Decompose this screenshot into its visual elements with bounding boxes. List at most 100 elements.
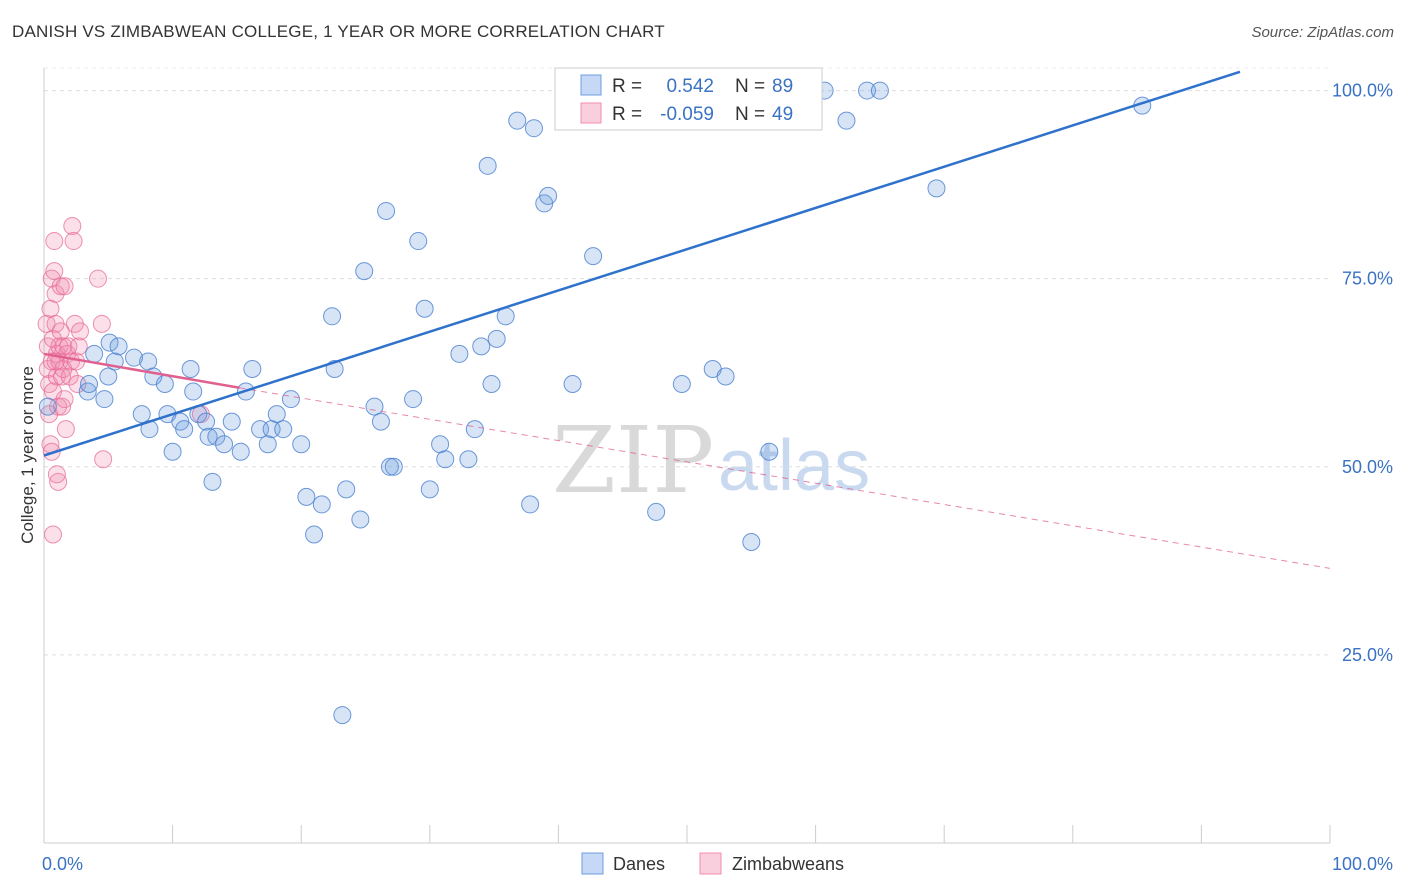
legend-r-label-danes: R = — [612, 76, 642, 97]
danes-point-41 — [323, 307, 342, 326]
zimbabweans-point-41 — [44, 525, 63, 544]
zimbabweans-point-19 — [50, 337, 69, 356]
zimbabweans-point-32 — [60, 367, 79, 386]
danes-point-40 — [312, 495, 331, 514]
danes-point-56 — [431, 435, 450, 454]
zimbabweans-point-44 — [89, 269, 108, 288]
danes-point-63 — [482, 375, 501, 394]
danes-point-57 — [436, 450, 455, 469]
danes-point-30 — [243, 359, 262, 378]
danes-point-54 — [415, 299, 434, 318]
danes-point-38 — [297, 487, 316, 506]
legend-n-label-danes: N = — [735, 76, 765, 97]
danes-point-61 — [472, 337, 491, 356]
bottom-legend-zimbabweans: Zimbabweans — [732, 854, 844, 874]
legend-swatch-zimbabweans — [580, 102, 602, 124]
zimbabweans-point-18 — [49, 472, 68, 491]
y-tick-label-1: 50.0% — [1342, 457, 1393, 477]
zimbabweans-point-39 — [69, 337, 88, 356]
danes-point-32 — [258, 435, 277, 454]
zimbabweans-point-12 — [45, 262, 64, 281]
danes-point-48 — [371, 412, 390, 431]
zimbabweans-point-28 — [55, 390, 74, 409]
danes-point-49 — [377, 201, 396, 220]
danes-point-52 — [404, 390, 423, 409]
danes-point-12 — [139, 352, 158, 371]
danes-point-59 — [459, 450, 478, 469]
danes-point-78 — [716, 367, 735, 386]
danes-point-71 — [563, 375, 582, 394]
legend-n-danes: 89 — [772, 76, 793, 97]
y-tick-label-2: 75.0% — [1342, 269, 1393, 289]
zimbabweans-point-45 — [92, 314, 111, 333]
x-tick-label-1: 100.0% — [1332, 854, 1393, 874]
danes-point-53 — [409, 232, 428, 251]
y-tick-label-3: 100.0% — [1332, 81, 1393, 101]
danes-point-39 — [305, 525, 324, 544]
danes-point-50 — [380, 457, 399, 476]
danes-point-9 — [125, 348, 144, 367]
danes-point-5 — [100, 333, 119, 352]
danes-point-88 — [742, 533, 761, 552]
danes-point-83 — [858, 81, 877, 100]
legend-n-label-zimbabweans: N = — [735, 104, 765, 125]
danes-point-85 — [927, 179, 946, 198]
zimbabweans-trend-solid — [43, 352, 240, 390]
zimbabweans-point-23 — [53, 367, 72, 386]
bottom-legend-danes: Danes — [613, 854, 665, 874]
danes-point-1 — [78, 382, 97, 401]
stats-legend: R = 0.542 N = 89 R = -0.059 N = 49 — [554, 67, 823, 131]
zimbabweans-point-16 — [47, 367, 66, 386]
danes-point-27 — [222, 412, 241, 431]
danes-point-45 — [351, 510, 370, 529]
zimbabweans-point-22 — [51, 322, 70, 341]
watermark-atlas: atlas — [718, 426, 870, 506]
danes-point-14 — [155, 375, 174, 394]
danes-point-70 — [539, 186, 558, 205]
zimbabweans-trend-dashed — [239, 387, 1331, 569]
danes-point-19 — [181, 359, 200, 378]
zimbabweans-point-17 — [49, 397, 68, 416]
danes-point-76 — [672, 375, 691, 394]
danes-point-44 — [337, 480, 356, 499]
danes-point-2 — [80, 375, 99, 394]
danes-point-6 — [95, 390, 114, 409]
danes-point-47 — [365, 397, 384, 416]
danes-point-66 — [508, 111, 527, 130]
zimbabweans-point-27 — [55, 277, 74, 296]
x-tick-labels: 0.0% 100.0% — [42, 854, 1393, 874]
zimbabweans-points — [37, 217, 210, 544]
zimbabweans-point-35 — [64, 232, 83, 251]
danes-point-46 — [355, 262, 374, 281]
danes-point-75 — [647, 502, 666, 521]
trend-lines — [43, 70, 1331, 569]
zimbabweans-point-29 — [56, 420, 75, 439]
danes-point-68 — [524, 119, 543, 138]
danes-point-16 — [163, 442, 182, 461]
danes-point-24 — [203, 472, 222, 491]
source-label: Source: ZipAtlas.com — [1251, 24, 1394, 41]
series-legend: Danes Zimbabweans — [581, 852, 844, 875]
danes-point-67 — [521, 495, 540, 514]
danes-point-26 — [215, 435, 234, 454]
zimbabweans-point-40 — [71, 322, 90, 341]
danes-point-62 — [478, 156, 497, 175]
danes-point-7 — [109, 337, 128, 356]
danes-point-4 — [99, 367, 118, 386]
zimbabweans-point-11 — [45, 232, 64, 251]
danes-point-25 — [207, 427, 226, 446]
danes-point-23 — [199, 427, 218, 446]
zimbabweans-point-42 — [47, 465, 66, 484]
danes-point-74 — [584, 247, 603, 266]
watermark-zip: ZIP — [552, 407, 714, 514]
danes-point-60 — [465, 420, 484, 439]
y-axis-title: College, 1 year or more — [18, 366, 37, 544]
legend-r-danes: 0.542 — [666, 76, 714, 97]
danes-point-55 — [420, 480, 439, 499]
zimbabweans-point-9 — [44, 329, 63, 348]
danes-point-36 — [281, 390, 300, 409]
danes-point-87 — [760, 442, 779, 461]
danes-point-18 — [175, 420, 194, 439]
zimbabweans-point-46 — [94, 450, 113, 469]
